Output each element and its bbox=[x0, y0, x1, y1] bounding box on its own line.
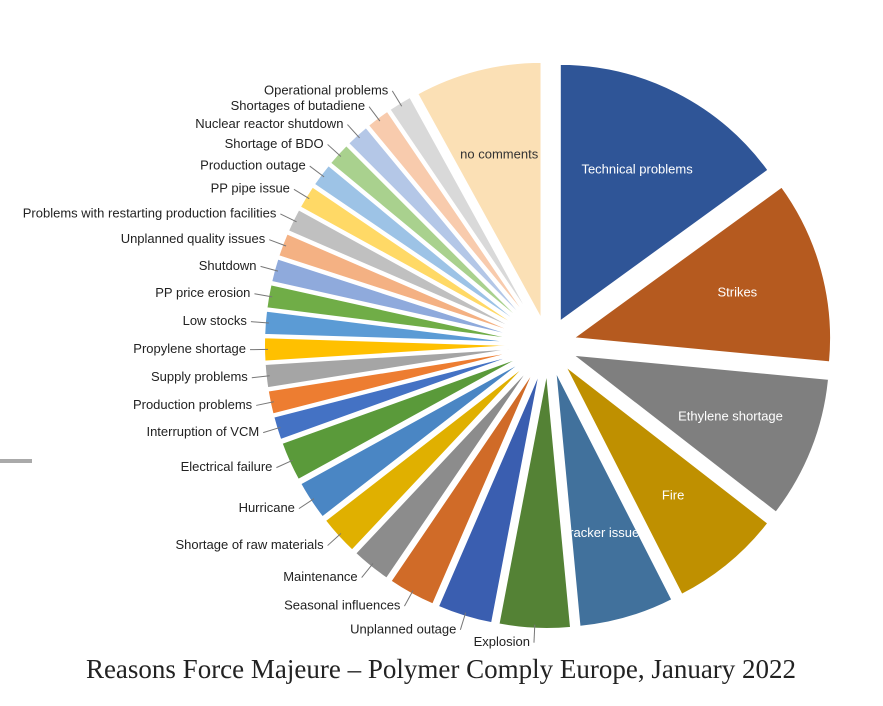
slice-label: Shutdown bbox=[199, 258, 257, 273]
slice-label: Cracker issues bbox=[560, 525, 646, 540]
slice-label: PP pipe issue bbox=[211, 181, 290, 196]
pie-slice bbox=[563, 364, 770, 597]
chart-title: Reasons Force Majeure – Polymer Comply E… bbox=[86, 654, 796, 684]
pie-slice bbox=[415, 60, 543, 321]
slice-label: Nuclear reactor shutdown bbox=[195, 116, 343, 131]
slice-label: Ethylene shortage bbox=[678, 409, 783, 424]
slice-label: no comments bbox=[460, 146, 539, 161]
slice-label: Unplanned quality issues bbox=[121, 231, 266, 246]
leader-line bbox=[533, 624, 536, 643]
leader-line bbox=[368, 106, 381, 122]
slice-label: Operational problems bbox=[264, 82, 389, 97]
slice-label: PP price erosion bbox=[155, 285, 250, 300]
slice-label: Maintenance bbox=[283, 569, 357, 584]
leader-line bbox=[250, 321, 269, 324]
leader-line bbox=[263, 426, 281, 434]
leader-line bbox=[459, 612, 467, 630]
pie-slice bbox=[558, 62, 770, 324]
slice-label: Electrical failure bbox=[181, 459, 273, 474]
slice-label: Low stocks bbox=[183, 313, 248, 328]
slice-label: Fire bbox=[662, 488, 684, 503]
slice-label: Hurricane bbox=[239, 500, 295, 515]
leader-line bbox=[403, 590, 414, 607]
slice-label: Production outage bbox=[200, 158, 306, 173]
slice-label: Unplanned outage bbox=[350, 621, 456, 636]
pie-slice bbox=[568, 353, 831, 515]
leader-line bbox=[327, 144, 342, 157]
leader-line bbox=[391, 90, 403, 107]
leader-line bbox=[361, 563, 374, 578]
slice-label: Propylene shortage bbox=[133, 341, 246, 356]
slice-label: Shortages of butadiene bbox=[231, 98, 365, 113]
slice-label: Explosion bbox=[474, 634, 530, 649]
slice-label: Shortage of BDO bbox=[225, 136, 324, 151]
slice-label: Seasonal influences bbox=[284, 598, 401, 613]
leader-line bbox=[327, 533, 342, 546]
leader-line bbox=[280, 213, 297, 223]
leader-line bbox=[276, 459, 294, 469]
pie-slice bbox=[570, 185, 833, 364]
slice-label: Shortage of raw materials bbox=[175, 537, 324, 552]
leader-line bbox=[260, 265, 279, 272]
slice-label: Technical problems bbox=[581, 162, 693, 177]
pie-slice bbox=[554, 369, 674, 628]
leader-line bbox=[347, 124, 360, 139]
slice-label: Problems with restarting production faci… bbox=[23, 205, 277, 220]
leader-line bbox=[298, 498, 315, 510]
slice-label: Production problems bbox=[133, 397, 253, 412]
leader-line bbox=[256, 401, 274, 406]
slice-label: Interruption of VCM bbox=[146, 424, 259, 439]
slice-label: Strikes bbox=[717, 285, 757, 300]
leader-line bbox=[251, 375, 270, 379]
slice-label: Supply problems bbox=[151, 369, 248, 384]
leader-line bbox=[269, 239, 287, 247]
leader-line bbox=[309, 165, 325, 178]
leader-line bbox=[254, 293, 273, 298]
leader-line bbox=[293, 188, 310, 200]
